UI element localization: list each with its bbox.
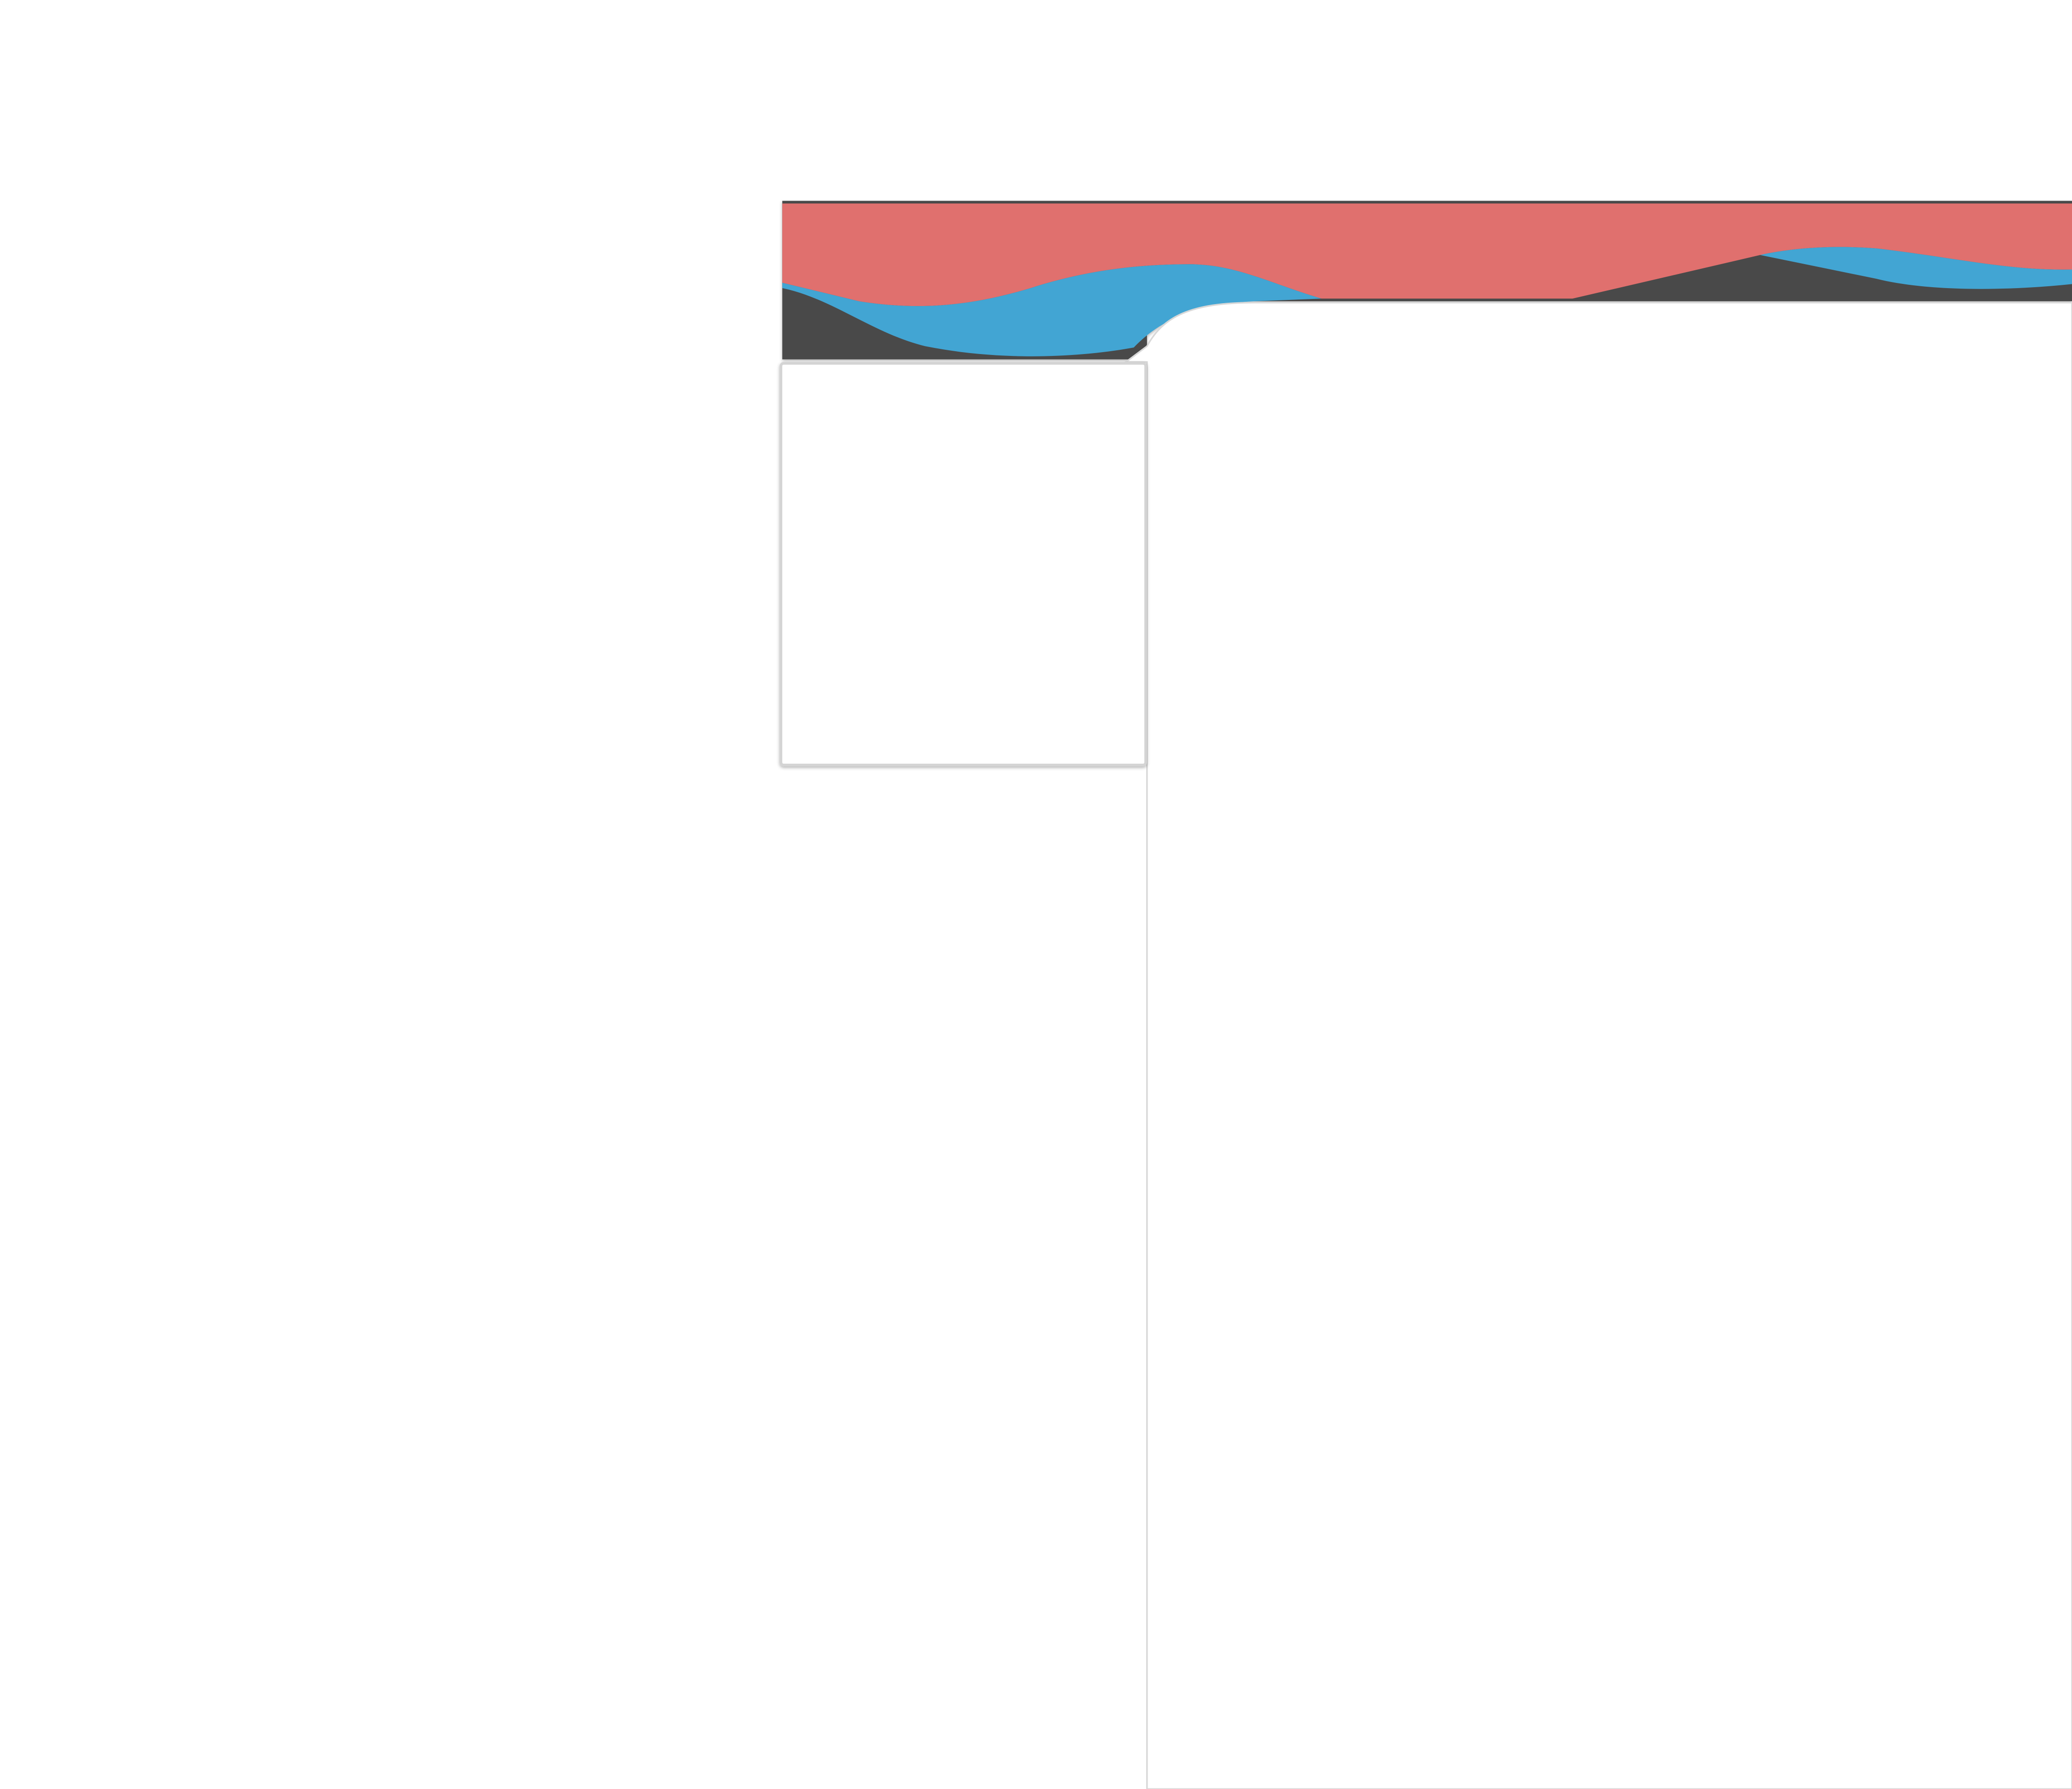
main-content-panel <box>1123 302 2072 1789</box>
header-red-wave <box>782 203 2072 306</box>
header-banner <box>782 201 2072 360</box>
header-blue-wave-left <box>782 264 1322 356</box>
sidebar-panel <box>779 362 1147 766</box>
header-blue-wave-right <box>1760 247 2072 289</box>
